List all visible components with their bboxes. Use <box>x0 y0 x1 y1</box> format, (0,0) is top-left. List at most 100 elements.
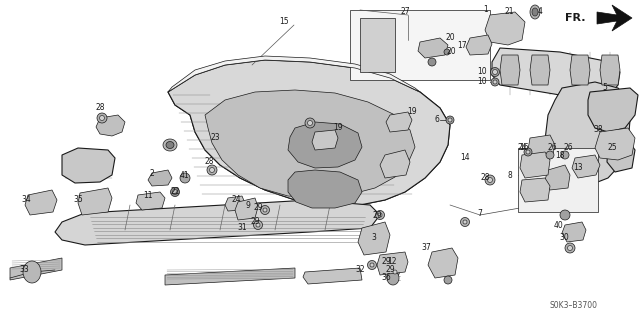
Text: 29: 29 <box>385 265 395 275</box>
Text: FR.: FR. <box>566 13 586 23</box>
Polygon shape <box>136 192 165 210</box>
Polygon shape <box>597 5 632 31</box>
Text: 30: 30 <box>559 234 569 242</box>
Polygon shape <box>588 88 638 132</box>
Ellipse shape <box>253 220 262 229</box>
Polygon shape <box>350 10 490 80</box>
Ellipse shape <box>387 271 399 285</box>
Text: 26: 26 <box>547 144 557 152</box>
Polygon shape <box>500 55 520 85</box>
Text: 40: 40 <box>553 220 563 229</box>
Ellipse shape <box>367 261 376 270</box>
Polygon shape <box>485 12 525 45</box>
Polygon shape <box>288 170 362 208</box>
Text: 24: 24 <box>517 144 527 152</box>
Text: 5: 5 <box>603 84 607 93</box>
Polygon shape <box>312 130 338 150</box>
Polygon shape <box>528 135 555 160</box>
Text: 29: 29 <box>250 218 260 226</box>
Polygon shape <box>165 268 295 285</box>
Polygon shape <box>235 198 258 220</box>
Text: 37: 37 <box>421 243 431 253</box>
Polygon shape <box>595 128 635 160</box>
Text: 13: 13 <box>573 164 583 173</box>
Ellipse shape <box>526 150 530 154</box>
Text: 28: 28 <box>204 158 214 167</box>
Polygon shape <box>545 82 630 185</box>
Polygon shape <box>380 150 410 178</box>
Ellipse shape <box>173 189 177 195</box>
Ellipse shape <box>376 211 385 219</box>
Polygon shape <box>55 200 380 245</box>
Text: 10: 10 <box>477 68 487 77</box>
Ellipse shape <box>444 276 452 284</box>
Text: 6: 6 <box>435 115 440 123</box>
Text: 20: 20 <box>446 48 456 56</box>
Polygon shape <box>562 222 586 242</box>
Text: 25: 25 <box>607 144 617 152</box>
Text: 24: 24 <box>231 196 241 204</box>
Text: 17: 17 <box>457 41 467 49</box>
Text: 10: 10 <box>477 78 487 86</box>
Ellipse shape <box>428 58 436 66</box>
Ellipse shape <box>305 118 315 128</box>
Text: 38: 38 <box>593 125 603 135</box>
Ellipse shape <box>163 139 177 151</box>
Text: 29: 29 <box>381 257 391 266</box>
Text: 32: 32 <box>355 265 365 275</box>
Polygon shape <box>600 55 620 85</box>
Polygon shape <box>10 258 62 280</box>
Polygon shape <box>518 148 598 212</box>
Ellipse shape <box>568 246 573 250</box>
Polygon shape <box>225 196 245 211</box>
Polygon shape <box>545 165 570 190</box>
Ellipse shape <box>530 5 540 19</box>
Ellipse shape <box>446 116 454 124</box>
Ellipse shape <box>166 142 174 149</box>
Text: 19: 19 <box>333 123 343 132</box>
Ellipse shape <box>390 268 399 277</box>
Ellipse shape <box>378 213 382 217</box>
Polygon shape <box>62 148 115 183</box>
Text: 3: 3 <box>372 233 376 241</box>
Text: 22: 22 <box>170 188 180 197</box>
Text: 36: 36 <box>381 273 391 283</box>
Ellipse shape <box>532 8 538 16</box>
Text: 7: 7 <box>477 209 483 218</box>
Ellipse shape <box>23 261 41 283</box>
Text: 31: 31 <box>237 224 247 233</box>
Ellipse shape <box>463 220 467 224</box>
Ellipse shape <box>99 115 104 121</box>
Polygon shape <box>607 140 635 172</box>
Ellipse shape <box>524 148 532 156</box>
Polygon shape <box>168 60 450 205</box>
Text: 8: 8 <box>508 170 513 180</box>
Text: 11: 11 <box>143 190 153 199</box>
Polygon shape <box>25 190 57 215</box>
Text: 16: 16 <box>519 144 529 152</box>
Ellipse shape <box>170 188 179 197</box>
Polygon shape <box>386 112 412 132</box>
Ellipse shape <box>209 167 214 173</box>
Ellipse shape <box>256 223 260 227</box>
Polygon shape <box>78 188 112 215</box>
Ellipse shape <box>97 113 107 123</box>
Text: 34: 34 <box>21 196 31 204</box>
Ellipse shape <box>461 218 470 226</box>
Polygon shape <box>570 55 590 85</box>
Ellipse shape <box>393 270 397 274</box>
Polygon shape <box>520 152 550 178</box>
Polygon shape <box>572 155 600 178</box>
Text: 28: 28 <box>480 174 490 182</box>
Polygon shape <box>303 268 362 284</box>
Polygon shape <box>492 48 620 100</box>
Polygon shape <box>418 38 448 58</box>
Text: 9: 9 <box>246 201 250 210</box>
Text: 20: 20 <box>445 33 455 42</box>
Ellipse shape <box>485 175 495 185</box>
Text: 15: 15 <box>279 18 289 26</box>
Ellipse shape <box>370 263 374 267</box>
Ellipse shape <box>490 68 499 77</box>
Polygon shape <box>520 178 550 202</box>
Polygon shape <box>358 222 390 255</box>
